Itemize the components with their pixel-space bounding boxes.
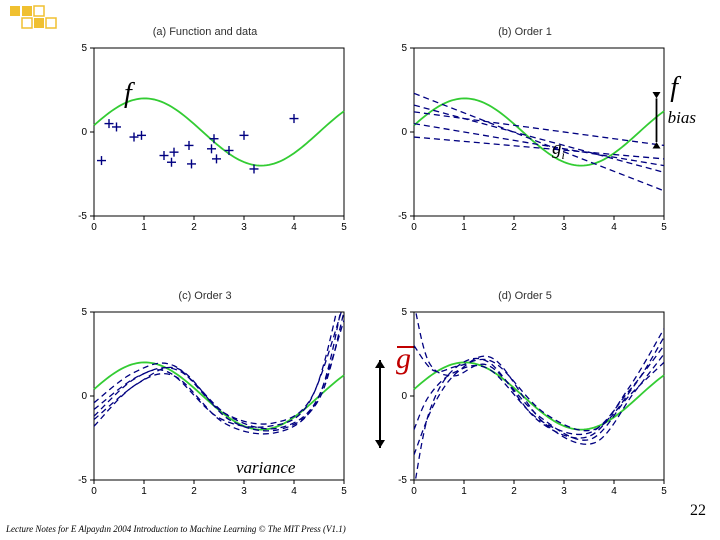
panel-c-title: (c) Order 3 <box>60 290 350 302</box>
panel-d-chart: 0 1 2 3 4 5 -5 0 5 <box>380 294 670 504</box>
svg-text:3: 3 <box>561 486 567 497</box>
panel-a-chart: 0 1 2 3 4 5 -5 0 5 <box>60 30 350 240</box>
corner-decoration <box>0 0 60 37</box>
svg-text:0: 0 <box>401 391 407 402</box>
panel-a-title: (a) Function and data <box>60 26 350 38</box>
svg-text:1: 1 <box>141 486 147 497</box>
svg-text:-5: -5 <box>78 211 87 222</box>
svg-text:0: 0 <box>401 127 407 138</box>
svg-text:5: 5 <box>661 222 667 233</box>
svg-text:4: 4 <box>611 486 617 497</box>
panel-b-chart: 0 1 2 3 4 5 -5 0 5 <box>380 30 670 240</box>
svg-text:1: 1 <box>141 222 147 233</box>
label-f-b: f <box>670 72 678 104</box>
label-gi: gi <box>552 138 565 163</box>
svg-text:5: 5 <box>81 43 87 54</box>
svg-text:5: 5 <box>341 486 347 497</box>
svg-text:0: 0 <box>91 222 97 233</box>
svg-text:4: 4 <box>291 486 297 497</box>
svg-text:3: 3 <box>241 486 247 497</box>
panel-c: (c) Order 3 012345-505 variance <box>60 294 350 504</box>
svg-text:2: 2 <box>511 486 517 497</box>
svg-text:5: 5 <box>401 43 407 54</box>
svg-text:0: 0 <box>411 486 417 497</box>
label-variance: variance <box>236 458 295 478</box>
charts-grid: (a) Function and data 012345-505 f (b) O… <box>60 30 670 500</box>
page-root: (a) Function and data 0 1 2 3 4 5 -5 0 5 f (b) O… <box>0 0 720 540</box>
svg-text:3: 3 <box>561 222 567 233</box>
panel-a: (a) Function and data 012345-505 f <box>60 30 350 274</box>
svg-text:3: 3 <box>241 222 247 233</box>
svg-text:1: 1 <box>461 486 467 497</box>
page-number: 22 <box>690 502 706 520</box>
panel-d-title: (d) Order 5 <box>380 290 670 302</box>
panel-d: (d) Order 5 012345-505 <box>380 294 670 504</box>
svg-text:0: 0 <box>81 391 87 402</box>
svg-text:2: 2 <box>191 222 197 233</box>
svg-text:-5: -5 <box>398 475 407 486</box>
svg-text:1: 1 <box>461 222 467 233</box>
svg-text:5: 5 <box>661 486 667 497</box>
svg-text:0: 0 <box>411 222 417 233</box>
footer-text: Lecture Notes for E Alpaydın 2004 Introd… <box>6 524 346 534</box>
panel-b: (b) Order 1 012345-505 f bias gi g <box>380 30 670 274</box>
svg-text:-5: -5 <box>398 211 407 222</box>
variance-arrow <box>372 354 388 454</box>
svg-text:4: 4 <box>611 222 617 233</box>
svg-text:2: 2 <box>511 222 517 233</box>
label-f-a: f <box>124 78 132 110</box>
label-bias: bias <box>668 108 696 128</box>
svg-text:4: 4 <box>291 222 297 233</box>
svg-text:0: 0 <box>81 127 87 138</box>
svg-text:5: 5 <box>341 222 347 233</box>
panel-b-title: (b) Order 1 <box>380 26 670 38</box>
svg-text:0: 0 <box>91 486 97 497</box>
svg-text:2: 2 <box>191 486 197 497</box>
svg-text:-5: -5 <box>78 475 87 486</box>
svg-text:5: 5 <box>81 307 87 318</box>
svg-text:5: 5 <box>401 307 407 318</box>
panel-c-chart: 0 1 2 3 4 5 -5 0 5 <box>60 294 350 504</box>
